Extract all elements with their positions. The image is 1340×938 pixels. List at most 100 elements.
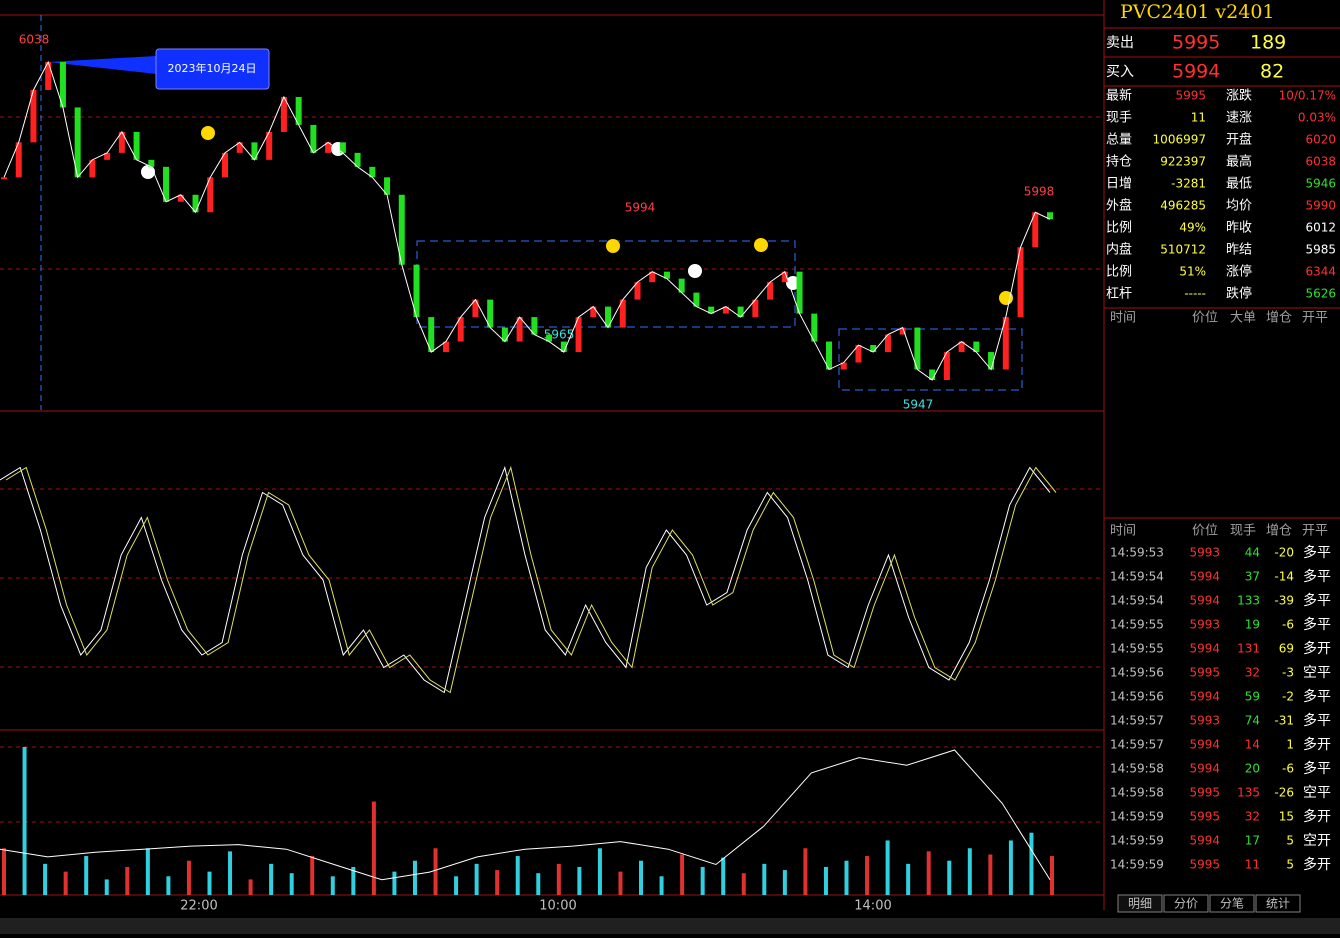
tab[interactable] [1255,894,1301,913]
tab-label[interactable]: 统计 [1266,897,1290,911]
volume-bar [577,866,582,895]
tick-price: 5995 [1189,810,1220,824]
candle [133,131,140,160]
candle [737,306,744,318]
candle [1002,317,1009,370]
candle [914,327,921,370]
tick-price: 5993 [1189,714,1220,728]
volume-bar [823,866,828,895]
candle [1047,212,1053,220]
candle [442,341,449,353]
stat-label: 昨收 [1226,221,1252,236]
tick-time: 14:59:58 [1110,786,1164,800]
volume-bar [145,848,150,895]
candle [295,96,302,125]
sell-label: 卖出 [1106,35,1134,51]
tab[interactable] [1209,894,1255,913]
candle [605,306,612,328]
low-label: 5947 [903,398,934,412]
candle [811,313,818,342]
tick-price: 5993 [1189,546,1220,560]
volume-bar [618,871,623,895]
candle [104,152,111,160]
tick-qty: 135 [1237,786,1260,800]
candle [177,194,184,202]
tab-label[interactable]: 分笔 [1220,896,1244,911]
candle [899,327,906,335]
candle [384,177,391,195]
tick-type: 多开 [1303,736,1331,753]
tick-price: 5993 [1189,618,1220,632]
stat-label: 外盘 [1106,198,1132,214]
volume-bar [125,866,130,895]
volume-bar [803,848,808,895]
tick-qty: 133 [1237,594,1260,608]
volume-bar [166,876,171,895]
volume-bar [2,848,6,895]
time-axis: 22:00 10:00 14:00 [180,899,891,914]
tick-type: 多平 [1303,544,1331,561]
tick-qty: 44 [1245,546,1260,560]
candle [310,124,317,153]
candle [325,142,332,153]
oscillator-line [0,465,1051,694]
tab[interactable] [1117,894,1163,913]
candle [1017,247,1024,318]
volume-bar [556,863,561,895]
stat-label: 总量 [1106,133,1132,148]
stat-value: 49% [1179,221,1206,235]
candle [988,352,995,370]
tick-oi: -39 [1274,594,1294,608]
buy-qty: 82 [1260,61,1284,83]
candle [398,194,405,265]
tick-price: 5994 [1189,834,1220,848]
tick-time: 14:59:57 [1110,738,1164,752]
candle [619,299,626,328]
volume-bar [248,879,253,895]
tab-label[interactable]: 分价 [1174,897,1198,911]
tick-type: 空平 [1303,785,1331,801]
volume-bar [310,856,315,895]
stat-label: 比例 [1106,221,1132,236]
stat-value: 6020 [1305,133,1336,147]
end-label: 5998 [1024,185,1055,199]
tab[interactable] [1163,894,1209,913]
stat-label: 杠杆 [1106,286,1132,302]
stat-value: 10/0.17% [1279,89,1336,103]
tick-oi: -31 [1274,714,1294,728]
tick-oi: 5 [1286,858,1294,872]
candle [943,352,950,380]
candle [973,341,980,353]
volume-bar [639,860,644,895]
candle [501,327,508,342]
volume-bar [63,871,68,895]
tick-qty: 17 [1245,834,1260,848]
tick-qty: 131 [1237,642,1260,656]
stat-value: ----- [1184,287,1206,301]
volume-bar [1008,840,1013,895]
stat-value: 0.03% [1298,111,1336,125]
candle [693,292,700,307]
candle [354,152,361,167]
volume-bar [392,871,397,895]
volume-bar [536,873,541,895]
candle [767,282,774,300]
volume-bar [330,876,335,895]
column-header: 时间 [1110,524,1136,539]
symbol: PVC2401 v2401 [1120,1,1275,23]
tick-oi: -3 [1282,666,1294,680]
candle [369,166,376,178]
volume-bar [371,801,376,895]
tick-time: 14:59:59 [1110,858,1164,872]
candle [339,142,346,153]
candle [855,345,862,363]
candle [280,96,287,132]
tick-time: 14:59:59 [1110,834,1164,848]
volume-bar [207,871,212,895]
column-header: 开平 [1302,311,1328,326]
candle [221,152,228,178]
candle [472,299,479,318]
candle [678,278,685,293]
tab-label[interactable]: 明细 [1128,897,1152,911]
